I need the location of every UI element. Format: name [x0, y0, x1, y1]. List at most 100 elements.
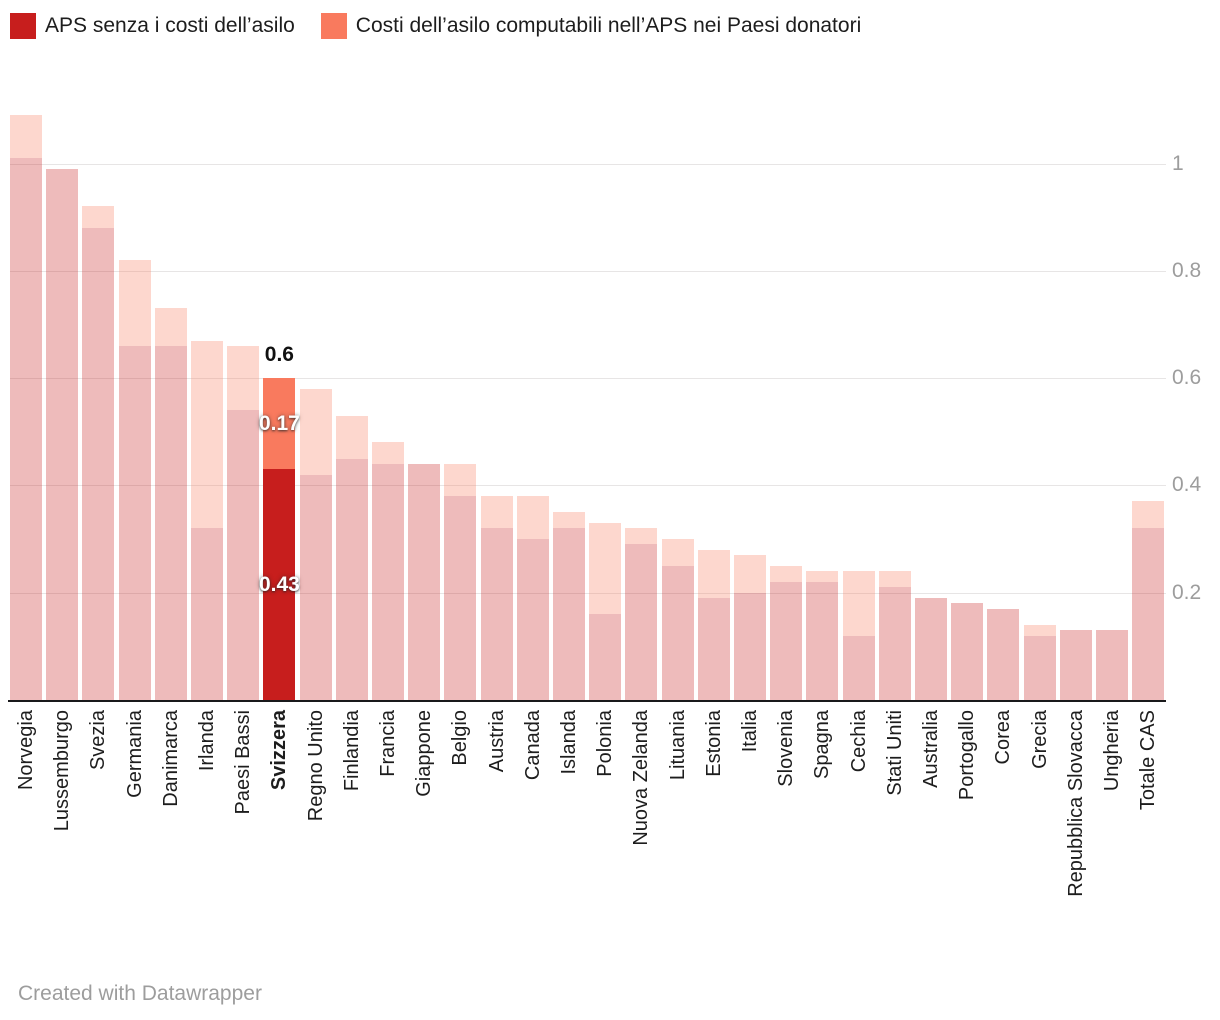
x-label-stati-uniti: Stati Uniti — [883, 710, 906, 796]
bar-lituania-aps-segment[interactable] — [661, 565, 694, 700]
bar-repubblica-slovacca-aps-segment[interactable] — [1059, 630, 1092, 700]
bar-spagna-aps-segment[interactable] — [806, 581, 839, 700]
bar-canada-asilo-segment[interactable] — [516, 496, 549, 540]
x-label-repubblica-slovacca: Repubblica Slovacca — [1064, 710, 1087, 897]
bar-norvegia-asilo-segment[interactable] — [10, 115, 42, 159]
bar-stati-uniti-asilo-segment[interactable] — [878, 571, 911, 588]
y-tick-label-0.8: 0.8 — [1172, 258, 1202, 282]
x-label-lituania: Lituania — [666, 710, 689, 781]
bar-totale-cas-aps-segment[interactable] — [1132, 528, 1165, 700]
bar-islanda-asilo-segment[interactable] — [553, 512, 585, 529]
bar-portogallo-aps-segment[interactable] — [951, 603, 984, 700]
bar-polonia-asilo-segment[interactable] — [589, 522, 622, 615]
bar-islanda-aps-segment[interactable] — [553, 528, 585, 700]
bar-slovenia-asilo-segment[interactable] — [770, 565, 803, 582]
bar-paesi-bassi-aps-segment[interactable] — [227, 410, 260, 700]
gridline-0.2 — [10, 592, 1166, 594]
y-tick-label-0.2: 0.2 — [1172, 580, 1202, 604]
gridline-1 — [10, 163, 1166, 165]
bar-totale-cas-asilo-segment[interactable] — [1132, 501, 1165, 529]
x-label-belgio: Belgio — [449, 710, 472, 766]
bar-svizzera-aps-segment[interactable] — [263, 469, 296, 700]
bar-finlandia-asilo-segment[interactable] — [335, 415, 368, 459]
x-label-nuova-zelanda: Nuova Zelanda — [630, 710, 653, 846]
bar-belgio-aps-segment[interactable] — [444, 496, 477, 700]
x-label-portogallo: Portogallo — [956, 710, 979, 801]
x-label-austria: Austria — [485, 710, 508, 773]
bar-francia-asilo-segment[interactable] — [372, 442, 404, 464]
chart-legend: APS senza i costi dell’asilo Costi dell’… — [10, 13, 861, 39]
gridline-0.8 — [10, 270, 1166, 272]
legend-swatch-aps — [10, 13, 36, 39]
bar-ungheria-aps-segment[interactable] — [1096, 630, 1128, 700]
y-tick-label-0.4: 0.4 — [1172, 473, 1202, 497]
bar-regno-unito-asilo-segment[interactable] — [299, 388, 332, 475]
bar-danimarca-aps-segment[interactable] — [154, 345, 187, 700]
x-label-cechia: Cechia — [847, 710, 870, 773]
bar-polonia-aps-segment[interactable] — [589, 614, 622, 700]
bar-estonia-aps-segment[interactable] — [697, 598, 730, 700]
bar-australia-aps-segment[interactable] — [915, 598, 947, 700]
x-label-slovenia: Slovenia — [775, 710, 798, 787]
x-label-regno-unito: Regno Unito — [304, 710, 327, 822]
x-label-giappone: Giappone — [413, 710, 436, 797]
legend-label-aps: APS senza i costi dell’asilo — [45, 14, 295, 37]
bar-lituania-asilo-segment[interactable] — [661, 539, 694, 566]
highlight-aps-label: 0.43 — [258, 572, 300, 596]
bar-nuova-zelanda-aps-segment[interactable] — [625, 544, 658, 700]
bar-italia-aps-segment[interactable] — [734, 592, 766, 700]
bar-austria-aps-segment[interactable] — [480, 528, 513, 700]
bar-cechia-aps-segment[interactable] — [842, 635, 875, 700]
x-label-paesi-bassi: Paesi Bassi — [232, 710, 255, 815]
x-axis-line — [8, 700, 1166, 702]
x-label-polonia: Polonia — [594, 710, 617, 777]
bar-stati-uniti-aps-segment[interactable] — [878, 587, 911, 700]
bar-irlanda-asilo-segment[interactable] — [191, 340, 223, 529]
bar-francia-aps-segment[interactable] — [372, 463, 404, 700]
bar-nuova-zelanda-asilo-segment[interactable] — [625, 528, 658, 545]
bar-danimarca-asilo-segment[interactable] — [154, 308, 187, 346]
y-tick-label-1: 1 — [1172, 151, 1184, 175]
x-label-germania: Germania — [123, 710, 146, 798]
bar-grecia-asilo-segment[interactable] — [1023, 624, 1056, 636]
bar-italia-asilo-segment[interactable] — [734, 555, 766, 593]
bar-germania-asilo-segment[interactable] — [118, 260, 151, 346]
bar-norvegia-aps-segment[interactable] — [10, 158, 42, 700]
bar-cechia-asilo-segment[interactable] — [842, 571, 875, 636]
x-label-totale-cas: Totale CAS — [1137, 710, 1160, 811]
x-label-danimarca: Danimarca — [159, 710, 182, 807]
bar-germania-aps-segment[interactable] — [118, 345, 151, 700]
bar-finlandia-aps-segment[interactable] — [335, 458, 368, 700]
x-label-svizzera: Svizzera — [268, 710, 291, 791]
x-label-italia: Italia — [739, 710, 761, 753]
bar-svizzera-asilo-segment[interactable] — [263, 378, 296, 470]
x-label-australia: Australia — [920, 710, 942, 788]
legend-item-asilo: Costi dell’asilo computabili nell’APS ne… — [320, 13, 862, 39]
bar-grecia-aps-segment[interactable] — [1023, 635, 1056, 700]
bar-slovenia-aps-segment[interactable] — [770, 581, 803, 700]
legend-item-aps: APS senza i costi dell’asilo — [10, 13, 295, 39]
bar-giappone-aps-segment[interactable] — [408, 463, 441, 700]
bar-corea-aps-segment[interactable] — [987, 608, 1020, 700]
chart-footer: Created with Datawrapper — [18, 982, 262, 1006]
bar-paesi-bassi-asilo-segment[interactable] — [227, 345, 260, 411]
bar-belgio-asilo-segment[interactable] — [444, 463, 477, 497]
bar-austria-asilo-segment[interactable] — [480, 496, 513, 529]
x-label-finlandia: Finlandia — [340, 710, 363, 792]
bar-regno-unito-aps-segment[interactable] — [299, 474, 332, 700]
bar-estonia-asilo-segment[interactable] — [697, 549, 730, 599]
highlight-asilo-label: 0.17 — [258, 411, 300, 435]
x-label-canada: Canada — [521, 710, 544, 781]
x-label-irlanda: Irlanda — [196, 710, 218, 772]
x-label-estonia: Estonia — [702, 710, 725, 777]
bar-svezia-aps-segment[interactable] — [82, 227, 115, 700]
bar-lussemburgo-aps-segment[interactable] — [46, 168, 79, 700]
bar-irlanda-aps-segment[interactable] — [191, 528, 223, 700]
legend-label-asilo: Costi dell’asilo computabili nell’APS ne… — [355, 14, 862, 37]
bar-spagna-asilo-segment[interactable] — [806, 571, 839, 582]
x-label-lussemburgo: Lussemburgo — [51, 710, 74, 832]
x-label-ungheria: Ungheria — [1101, 710, 1123, 792]
x-label-norvegia: Norvegia — [15, 710, 37, 791]
bar-canada-aps-segment[interactable] — [516, 539, 549, 700]
bar-svezia-asilo-segment[interactable] — [82, 206, 115, 228]
